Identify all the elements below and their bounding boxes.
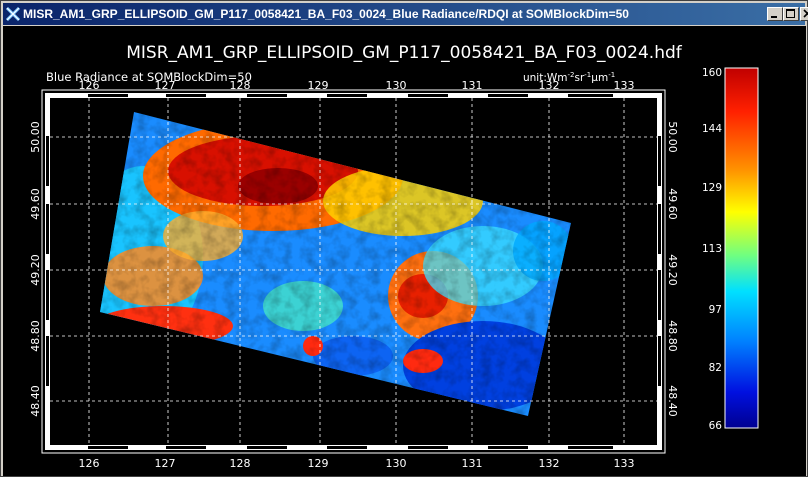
lon-bottom-label: 126: [79, 457, 100, 470]
radiance-swath: [100, 112, 571, 416]
lat-left-label: 50.00: [29, 121, 42, 153]
colorbar-label: 129: [702, 182, 722, 194]
lat-left-label: 49.20: [29, 254, 42, 286]
lat-right-label: 49.60: [666, 188, 679, 220]
lat-right-label: 48.40: [666, 385, 679, 417]
lat-left-label: 48.40: [29, 385, 42, 417]
lon-top-label: 128: [230, 79, 251, 92]
close-button[interactable]: [800, 7, 808, 21]
lon-bottom-label: 127: [155, 457, 176, 470]
maximize-icon: [786, 9, 795, 18]
minimize-button[interactable]: [767, 7, 783, 21]
colorbar-label: 113: [702, 243, 722, 255]
map-frame: [41, 89, 666, 454]
lat-right-label: 50.00: [666, 121, 679, 153]
window-title: MISR_AM1_GRP_ELLIPSOID_GM_P117_0058421_B…: [23, 7, 629, 21]
grid-lines: [50, 98, 657, 445]
title-bar[interactable]: MISR_AM1_GRP_ELLIPSOID_GM_P117_0058421_B…: [3, 3, 808, 25]
lat-left-label: 49.60: [29, 188, 42, 220]
lon-bottom-label: 130: [386, 457, 407, 470]
lon-bottom-label: 128: [230, 457, 251, 470]
lon-top-label: 130: [386, 79, 407, 92]
lon-bottom-label: 129: [308, 457, 329, 470]
idl-x-icon: [5, 6, 21, 22]
minimize-icon: [771, 16, 777, 18]
colorbar-label: 66: [709, 420, 723, 432]
colorbar-label: 144: [702, 123, 722, 135]
unit-label: unit:Wm-2sr-1µm-1: [523, 71, 615, 84]
lon-top-label: 126: [79, 79, 100, 92]
colorbar-label: 82: [709, 362, 722, 374]
lon-top-label: 131: [462, 79, 483, 92]
lon-bottom-label: 133: [614, 457, 635, 470]
lon-bottom-label: 131: [462, 457, 483, 470]
close-icon: [803, 9, 808, 18]
lon-top-label: 129: [308, 79, 329, 92]
plot-subtitle: Blue Radiance at SOMBlockDim=50: [46, 70, 252, 84]
plot-canvas: MISR_AM1_GRP_ELLIPSOID_GM_P117_0058421_B…: [3, 26, 806, 476]
lat-right-label: 49.20: [666, 254, 679, 286]
lon-top-label: 133: [614, 79, 635, 92]
lat-left-label: 48.80: [29, 320, 42, 352]
colorbar: [724, 67, 759, 429]
plot-main-title: MISR_AM1_GRP_ELLIPSOID_GM_P117_0058421_B…: [126, 43, 683, 63]
lat-right-label: 48.80: [666, 320, 679, 352]
colorbar-label: 97: [709, 304, 722, 316]
colorbar-label: 160: [702, 67, 722, 79]
plot-svg: MISR_AM1_GRP_ELLIPSOID_GM_P117_0058421_B…: [29, 43, 759, 470]
lon-top-label: 127: [155, 79, 176, 92]
maximize-button[interactable]: [783, 7, 799, 21]
lon-bottom-label: 132: [539, 457, 560, 470]
lon-top-label: 132: [539, 79, 560, 92]
